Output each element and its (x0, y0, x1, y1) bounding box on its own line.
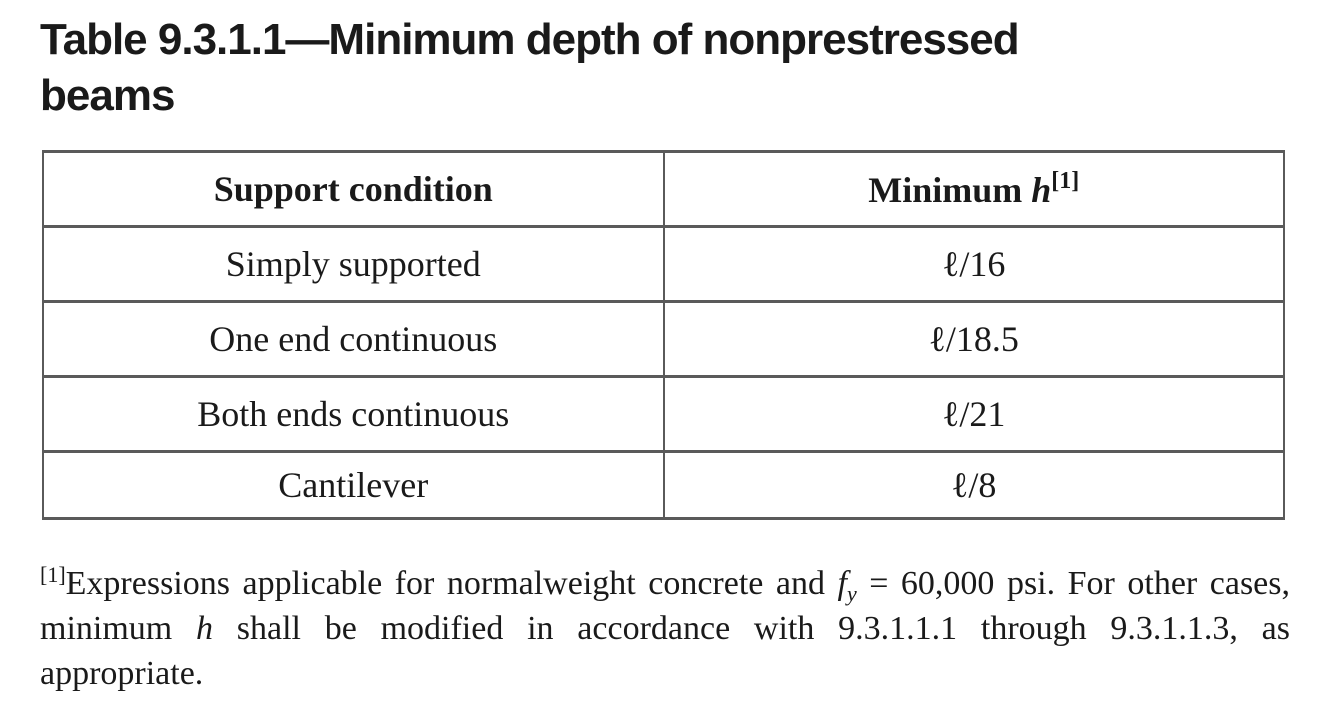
header-footnote-ref: [1] (1051, 167, 1080, 194)
table-row: One end continuous ℓ/18.5 (42, 300, 1285, 378)
cell-condition: One end continuous (42, 300, 665, 378)
table-footnote: [1]Expressions applicable for normalweig… (40, 552, 1290, 696)
table-body: Simply supported ℓ/16 One end continuous… (42, 225, 1285, 520)
minimum-depth-table: Support condition Minimum h[1] Simply su… (42, 150, 1285, 520)
cell-condition: Simply supported (42, 225, 665, 303)
variable-fy-subscript: y (846, 581, 857, 606)
table-row: Both ends continuous ℓ/21 (42, 375, 1285, 453)
table-header: Support condition Minimum h[1] (42, 150, 1285, 228)
variable-h: h (196, 610, 213, 647)
footnote-text-3: shall be modified in accordance with 9.3… (40, 610, 1290, 692)
cell-min-h: ℓ/18.5 (662, 300, 1285, 378)
cell-condition: Both ends continuous (42, 375, 665, 453)
footnote-text-2: = 60,000 psi. For other cases, minimum (40, 565, 1290, 647)
header-variable-h: h (1031, 169, 1052, 210)
cell-min-h: ℓ/16 (662, 225, 1285, 303)
table-row: Cantilever ℓ/8 (42, 450, 1285, 520)
header-support-condition: Support condition (42, 150, 665, 228)
variable-fy: f (837, 565, 847, 602)
header-minimum-h-prefix: Minimum (868, 169, 1032, 210)
table-header-row: Support condition Minimum h[1] (42, 150, 1285, 228)
table-row: Simply supported ℓ/16 (42, 225, 1285, 303)
header-minimum-h: Minimum h[1] (662, 150, 1285, 228)
cell-condition: Cantilever (42, 450, 665, 520)
footnote-text-1: Expressions applicable for normalweight … (65, 565, 838, 602)
cell-min-h: ℓ/8 (662, 450, 1285, 520)
page-title: Table 9.3.1.1—Minimum depth of nonprestr… (40, 15, 1020, 120)
cell-min-h: ℓ/21 (662, 375, 1285, 453)
footnote-marker: [1] (40, 562, 66, 587)
